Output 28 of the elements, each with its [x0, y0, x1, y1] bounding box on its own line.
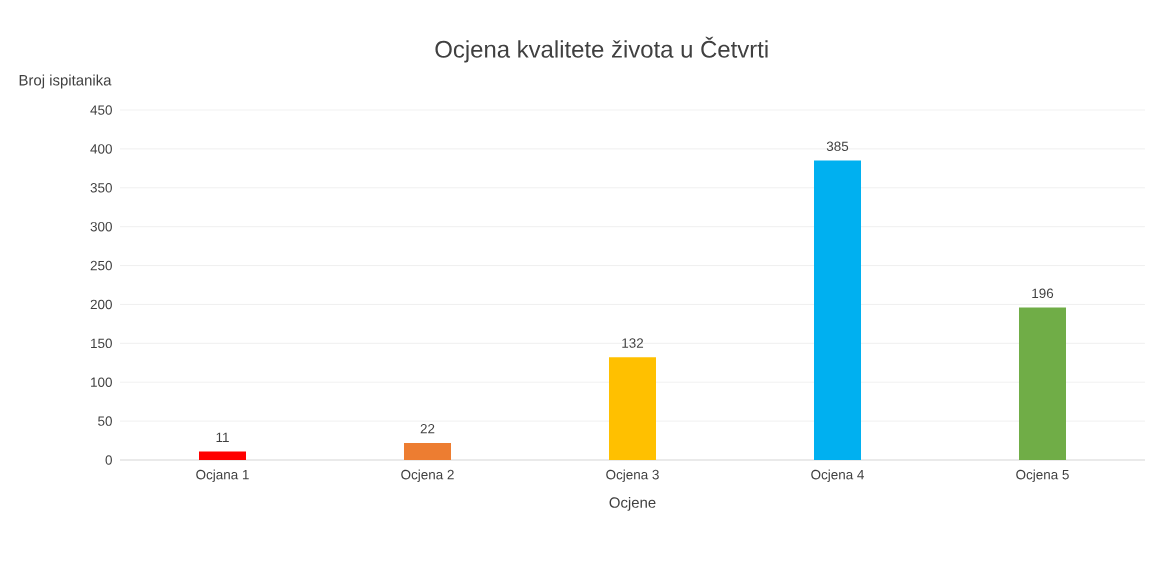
- data-label: 22: [420, 423, 435, 434]
- x-tick-label: Ocjana 1: [196, 469, 249, 483]
- data-label: 11: [216, 432, 229, 442]
- y-tick-label: 200: [90, 299, 112, 310]
- x-tick-label: Ocjena 5: [1016, 469, 1069, 483]
- x-axis-title: Ocjene: [609, 496, 656, 511]
- y-tick-label: 50: [98, 416, 112, 426]
- y-tick-label: 150: [91, 338, 112, 349]
- y-tick-label: 400: [90, 144, 112, 154]
- y-tick-label: 250: [90, 260, 112, 271]
- data-label: 132: [622, 338, 644, 348]
- y-tick-label: 0: [105, 455, 112, 465]
- bar: [199, 451, 246, 460]
- data-label: 385: [826, 141, 849, 152]
- y-axis-title: Broj ispitanika: [19, 74, 112, 89]
- y-tick-label: 450: [90, 105, 112, 115]
- data-label: 196: [1032, 288, 1054, 299]
- y-tick-label: 100: [91, 377, 112, 387]
- chart-title: Ocjena kvalitete života u Četvrti: [435, 36, 768, 63]
- bar: [1018, 307, 1066, 460]
- bar: [814, 160, 861, 460]
- bar: [609, 357, 656, 460]
- x-tick-label: Ocjena 4: [811, 469, 865, 483]
- y-tick-label: 350: [90, 183, 112, 193]
- bar: [404, 442, 451, 460]
- y-tick-label: 300: [90, 221, 112, 232]
- x-tick-label: Ocjena 2: [401, 469, 454, 483]
- x-tick-label: Ocjena 3: [606, 469, 659, 483]
